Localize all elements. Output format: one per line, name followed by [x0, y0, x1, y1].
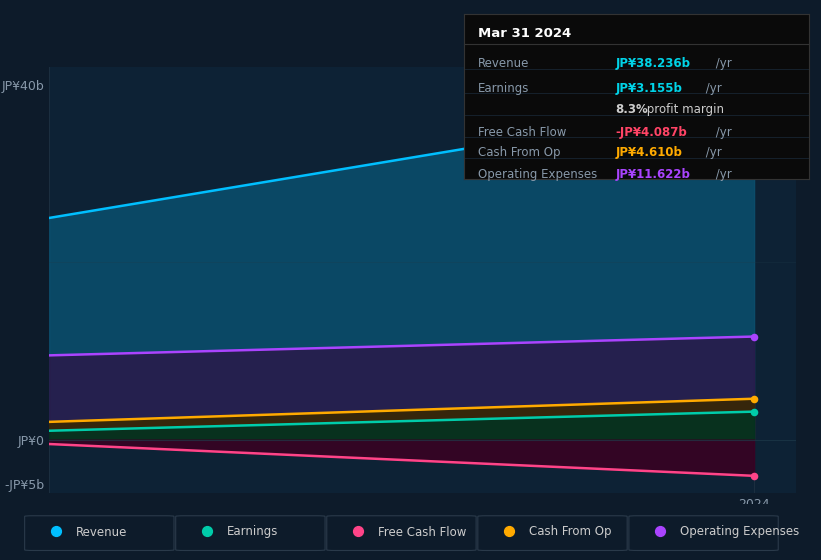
Text: /yr: /yr [703, 146, 722, 159]
Text: -JP¥4.087b: -JP¥4.087b [616, 125, 687, 138]
Point [502, 526, 516, 535]
Text: Mar 31 2024: Mar 31 2024 [478, 27, 571, 40]
Point [747, 96, 760, 105]
Point [747, 332, 760, 341]
Text: Operating Expenses: Operating Expenses [478, 169, 597, 181]
Text: Revenue: Revenue [76, 525, 127, 539]
Text: JP¥38.236b: JP¥38.236b [616, 57, 690, 70]
Point [747, 472, 760, 480]
Point [351, 526, 365, 535]
Text: JP¥11.622b: JP¥11.622b [616, 169, 690, 181]
Text: 8.3%: 8.3% [616, 103, 649, 116]
Point [200, 526, 213, 535]
Text: /yr: /yr [712, 169, 732, 181]
Point [49, 526, 62, 535]
Text: profit margin: profit margin [643, 103, 724, 116]
Text: Free Cash Flow: Free Cash Flow [378, 525, 466, 539]
Text: /yr: /yr [712, 57, 732, 70]
Text: Revenue: Revenue [478, 57, 529, 70]
Text: Earnings: Earnings [478, 82, 529, 95]
Text: JP¥4.610b: JP¥4.610b [616, 146, 682, 159]
Point [654, 526, 667, 535]
Text: Operating Expenses: Operating Expenses [680, 525, 799, 539]
Point [747, 407, 760, 416]
Text: /yr: /yr [703, 82, 722, 95]
Text: Free Cash Flow: Free Cash Flow [478, 125, 566, 138]
Text: JP¥3.155b: JP¥3.155b [616, 82, 682, 95]
Text: Cash From Op: Cash From Op [478, 146, 560, 159]
Point [747, 394, 760, 403]
Text: Cash From Op: Cash From Op [529, 525, 611, 539]
Text: /yr: /yr [712, 125, 732, 138]
Text: Earnings: Earnings [227, 525, 278, 539]
